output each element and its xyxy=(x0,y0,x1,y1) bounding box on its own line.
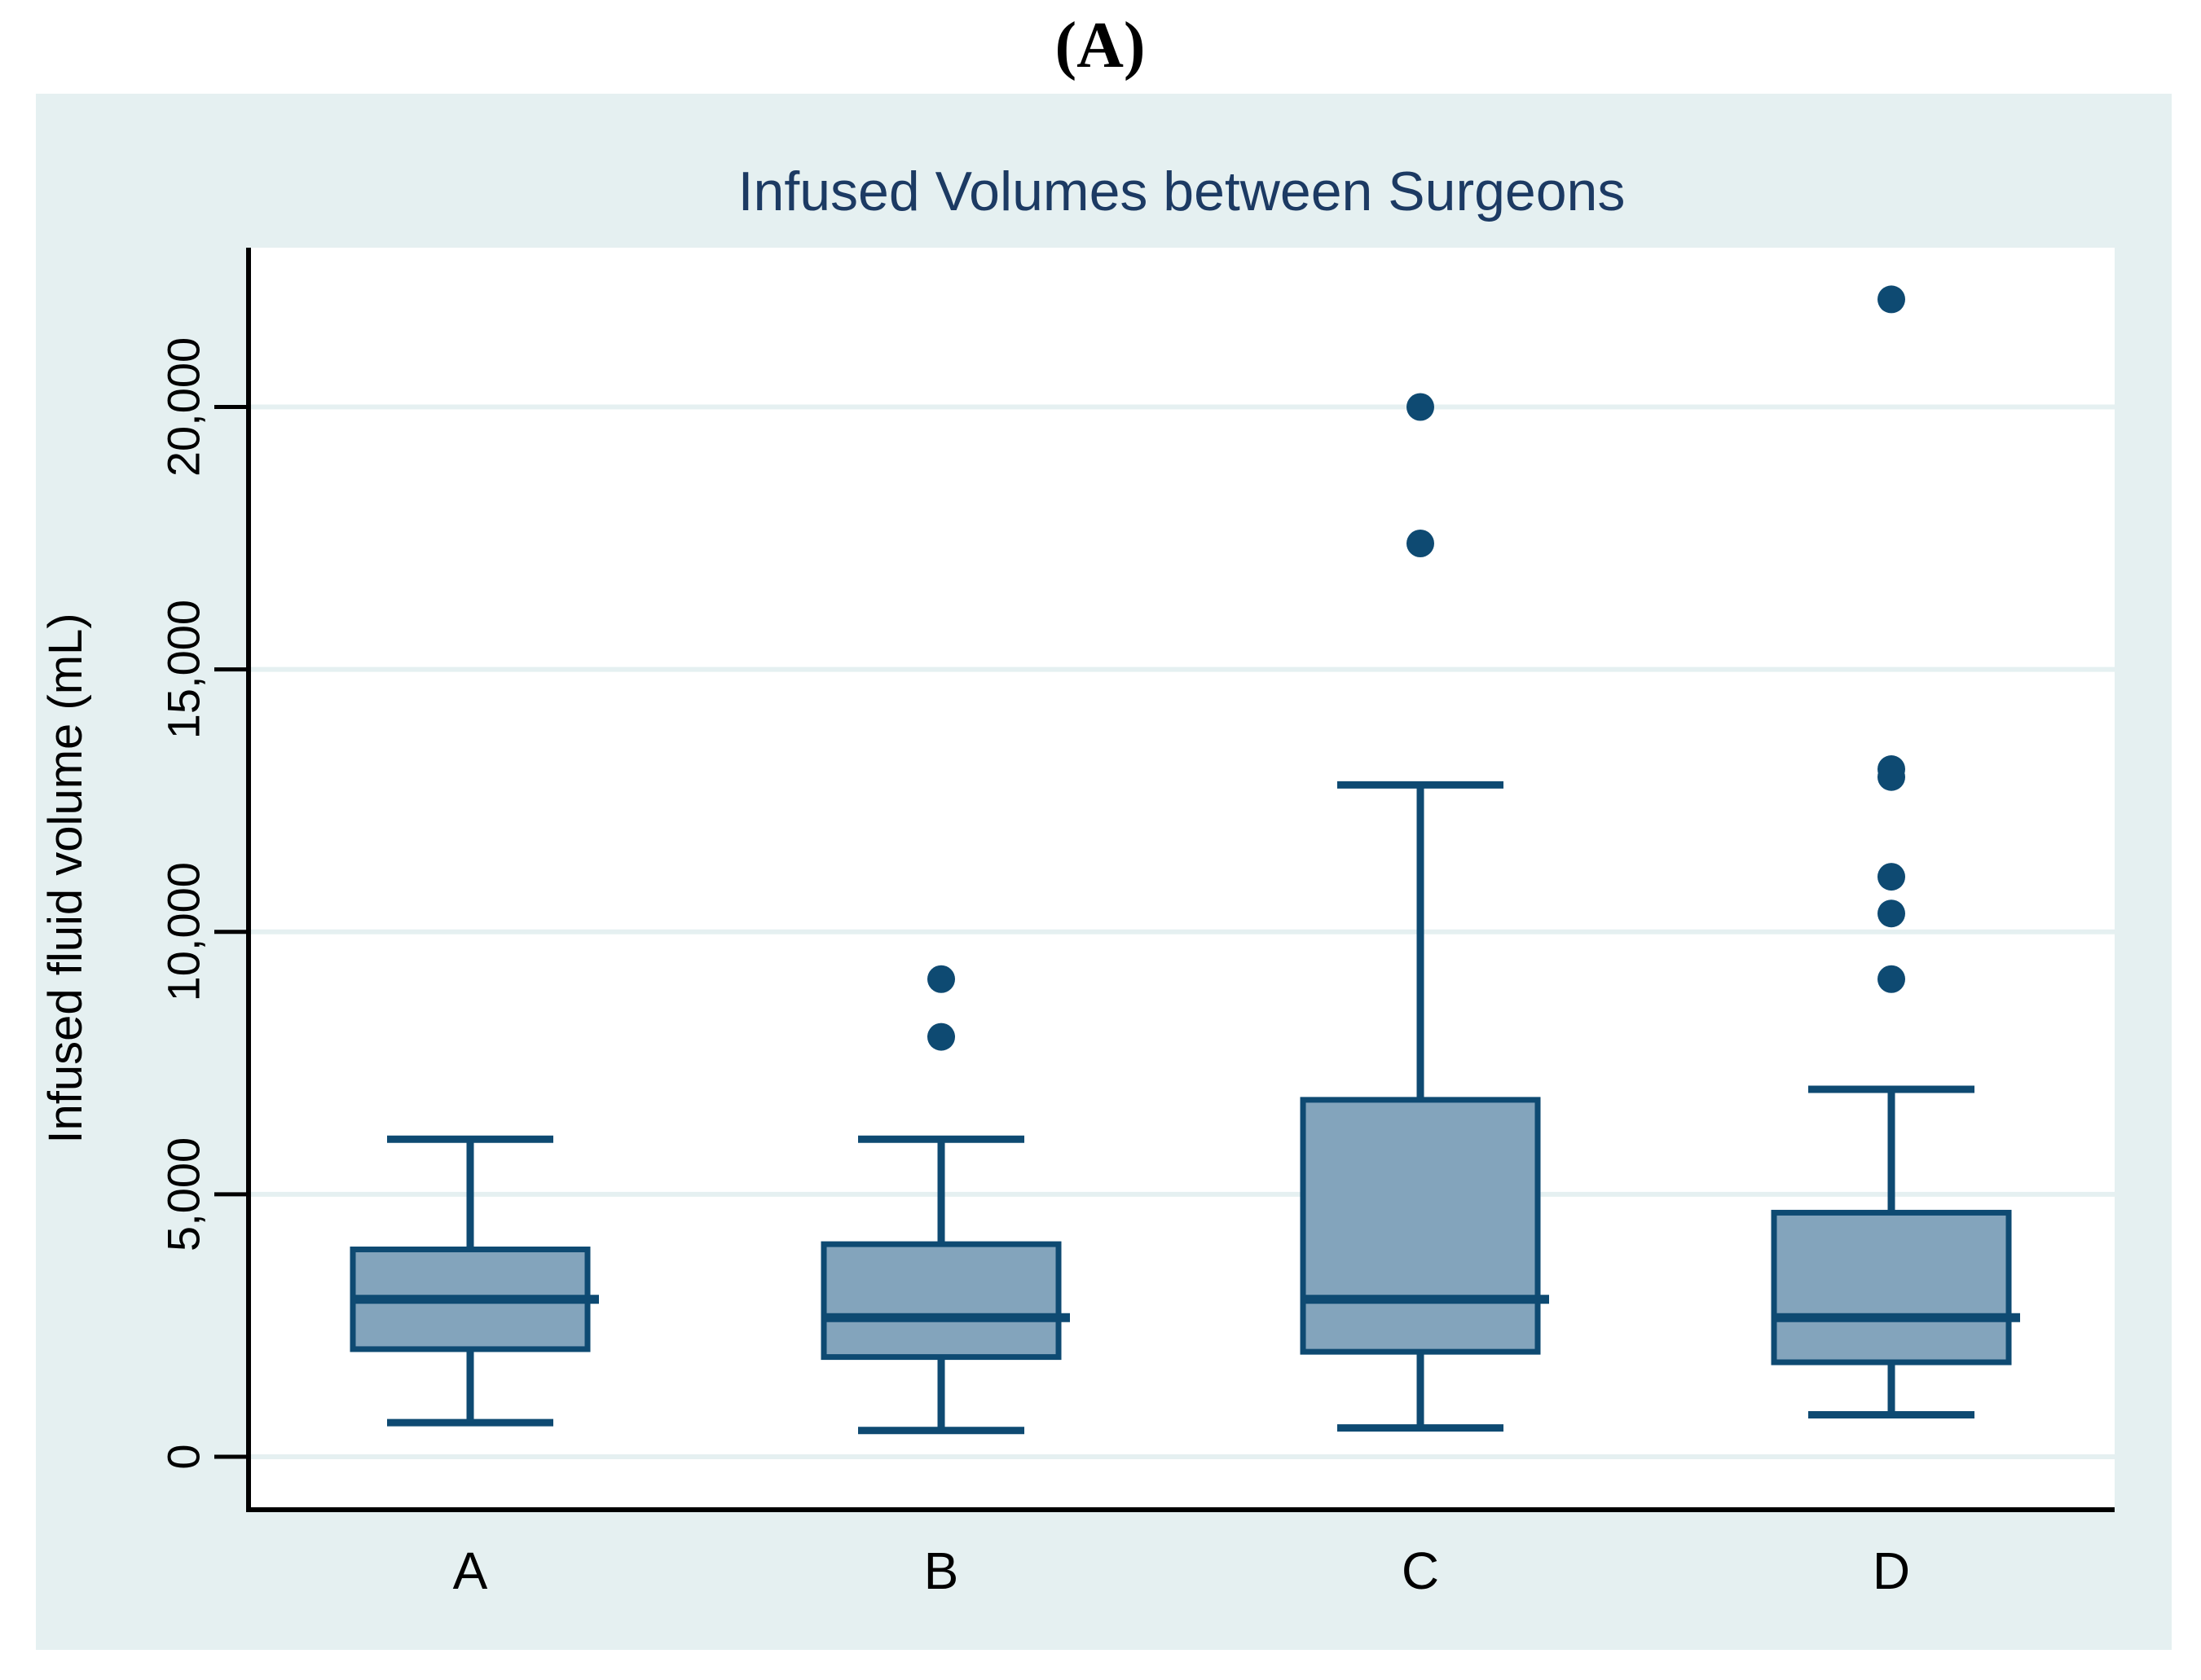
x-axis-label-C: C xyxy=(1402,1541,1439,1600)
boxplot-group-D xyxy=(1771,285,2020,1418)
gridlines-layer xyxy=(249,404,2115,1459)
y-axis-tick-label: 20,000 xyxy=(158,337,209,477)
boxplot-group-B xyxy=(821,965,1070,1435)
outlier-point xyxy=(1877,965,1905,993)
iqr-box xyxy=(1300,1097,1541,1355)
outlier-point xyxy=(1877,899,1905,928)
y-axis-title: Infused fluid volume (mL) xyxy=(39,613,92,1143)
iqr-box xyxy=(1771,1209,2012,1366)
boxes-layer xyxy=(350,285,2020,1435)
outlier-point xyxy=(1877,285,1905,314)
outlier-point xyxy=(1406,530,1434,558)
outlier-point xyxy=(1877,863,1905,891)
figure-label: (A) xyxy=(1054,10,1145,81)
y-axis-tick-label: 5,000 xyxy=(158,1137,209,1251)
x-axis-label-B: B xyxy=(924,1541,959,1600)
y-axis-tick-label: 15,000 xyxy=(158,600,209,739)
outlier-point xyxy=(1877,755,1905,784)
outlier-point xyxy=(927,1023,955,1051)
x-axis-label-A: A xyxy=(453,1541,488,1600)
iqr-box xyxy=(821,1241,1062,1361)
boxplot-group-A xyxy=(350,1135,599,1427)
chart-title: Infused Volumes between Surgeons xyxy=(738,161,1626,222)
y-axis-tick-label: 10,000 xyxy=(158,862,209,1001)
y-axis-tick-label: 0 xyxy=(158,1444,209,1469)
outlier-point xyxy=(1406,393,1434,421)
x-axis-label-D: D xyxy=(1873,1541,1910,1600)
outlier-point xyxy=(927,965,955,993)
x-axis-labels-layer: A B C D xyxy=(453,1541,1910,1600)
y-axis-ticks-layer: 0 5,000 10,000 15,000 20,000 xyxy=(158,337,249,1470)
boxplot-group-C xyxy=(1300,393,1549,1432)
